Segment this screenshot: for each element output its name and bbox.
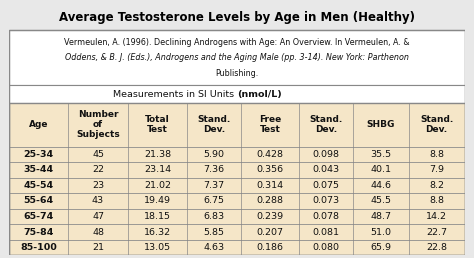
Text: 22.7: 22.7 (426, 228, 447, 237)
FancyBboxPatch shape (9, 193, 465, 209)
Text: Age: Age (29, 120, 48, 129)
Text: 21.02: 21.02 (144, 181, 171, 190)
FancyBboxPatch shape (9, 85, 465, 103)
Text: 25-34: 25-34 (24, 150, 54, 159)
Text: 45-54: 45-54 (24, 181, 54, 190)
FancyBboxPatch shape (9, 240, 465, 255)
Text: 22: 22 (92, 165, 104, 174)
Text: 0.075: 0.075 (312, 181, 339, 190)
Text: 16.32: 16.32 (144, 228, 171, 237)
Text: 0.356: 0.356 (256, 165, 283, 174)
Text: 5.90: 5.90 (203, 150, 224, 159)
Text: 21: 21 (92, 243, 104, 252)
Text: 4.63: 4.63 (203, 243, 224, 252)
FancyBboxPatch shape (9, 178, 465, 193)
Text: 44.6: 44.6 (371, 181, 392, 190)
Text: 51.0: 51.0 (371, 228, 392, 237)
Text: 48: 48 (92, 228, 104, 237)
Text: Stand.
Dev.: Stand. Dev. (197, 115, 230, 134)
Text: 6.83: 6.83 (203, 212, 224, 221)
Text: 23: 23 (92, 181, 104, 190)
Text: 23.14: 23.14 (144, 165, 171, 174)
Text: 13.05: 13.05 (144, 243, 171, 252)
FancyBboxPatch shape (9, 147, 465, 162)
Text: 8.8: 8.8 (429, 197, 444, 205)
Text: 0.081: 0.081 (312, 228, 339, 237)
Text: SHBG: SHBG (367, 120, 395, 129)
Text: 85-100: 85-100 (20, 243, 57, 252)
Text: Free
Test: Free Test (259, 115, 281, 134)
Text: 35.5: 35.5 (371, 150, 392, 159)
Text: 0.043: 0.043 (312, 165, 340, 174)
Text: 65.9: 65.9 (371, 243, 392, 252)
Text: 55-64: 55-64 (24, 197, 54, 205)
Text: 65-74: 65-74 (23, 212, 54, 221)
Text: 22.8: 22.8 (426, 243, 447, 252)
Text: 40.1: 40.1 (371, 165, 392, 174)
Text: 0.239: 0.239 (256, 212, 283, 221)
Text: Total
Test: Total Test (145, 115, 170, 134)
Text: Stand.
Dev.: Stand. Dev. (420, 115, 453, 134)
FancyBboxPatch shape (9, 224, 465, 240)
Text: Number
of
Subjects: Number of Subjects (76, 110, 120, 139)
Text: 48.7: 48.7 (371, 212, 392, 221)
Text: 18.15: 18.15 (144, 212, 171, 221)
FancyBboxPatch shape (9, 30, 465, 85)
Text: 8.2: 8.2 (429, 181, 444, 190)
Text: 0.288: 0.288 (256, 197, 283, 205)
Text: 0.314: 0.314 (256, 181, 283, 190)
Text: Measurements in SI Units: Measurements in SI Units (113, 90, 237, 99)
Text: Vermeulen, A. (1996). Declining Androgens with Age: An Overview. In Vermeulen, A: Vermeulen, A. (1996). Declining Androgen… (64, 38, 410, 47)
Text: Publishing.: Publishing. (215, 69, 259, 78)
Text: 0.207: 0.207 (256, 228, 283, 237)
Text: 0.078: 0.078 (312, 212, 339, 221)
Text: 0.428: 0.428 (256, 150, 283, 159)
Text: (nmol/L): (nmol/L) (237, 90, 282, 99)
FancyBboxPatch shape (9, 103, 465, 147)
Text: 0.098: 0.098 (312, 150, 339, 159)
Text: 21.38: 21.38 (144, 150, 171, 159)
Text: 47: 47 (92, 212, 104, 221)
FancyBboxPatch shape (9, 209, 465, 224)
Text: 14.2: 14.2 (426, 212, 447, 221)
Text: 45.5: 45.5 (371, 197, 392, 205)
Text: 6.75: 6.75 (203, 197, 224, 205)
Text: Average Testosterone Levels by Age in Men (Healthy): Average Testosterone Levels by Age in Me… (59, 11, 415, 24)
Text: 7.37: 7.37 (203, 181, 224, 190)
Text: 75-84: 75-84 (23, 228, 54, 237)
Text: 5.85: 5.85 (203, 228, 224, 237)
Text: 0.073: 0.073 (312, 197, 340, 205)
Text: 0.080: 0.080 (312, 243, 339, 252)
Text: Oddens, & B. J. (Eds.), Androgens and the Aging Male (pp. 3-14). New York: Parth: Oddens, & B. J. (Eds.), Androgens and th… (65, 53, 409, 62)
Text: 45: 45 (92, 150, 104, 159)
Text: 7.9: 7.9 (429, 165, 444, 174)
Text: 0.186: 0.186 (256, 243, 283, 252)
Text: 8.8: 8.8 (429, 150, 444, 159)
Text: 35-44: 35-44 (24, 165, 54, 174)
FancyBboxPatch shape (9, 162, 465, 178)
Text: 19.49: 19.49 (144, 197, 171, 205)
Text: 7.36: 7.36 (203, 165, 224, 174)
Text: Stand.
Dev.: Stand. Dev. (310, 115, 343, 134)
Text: 43: 43 (92, 197, 104, 205)
